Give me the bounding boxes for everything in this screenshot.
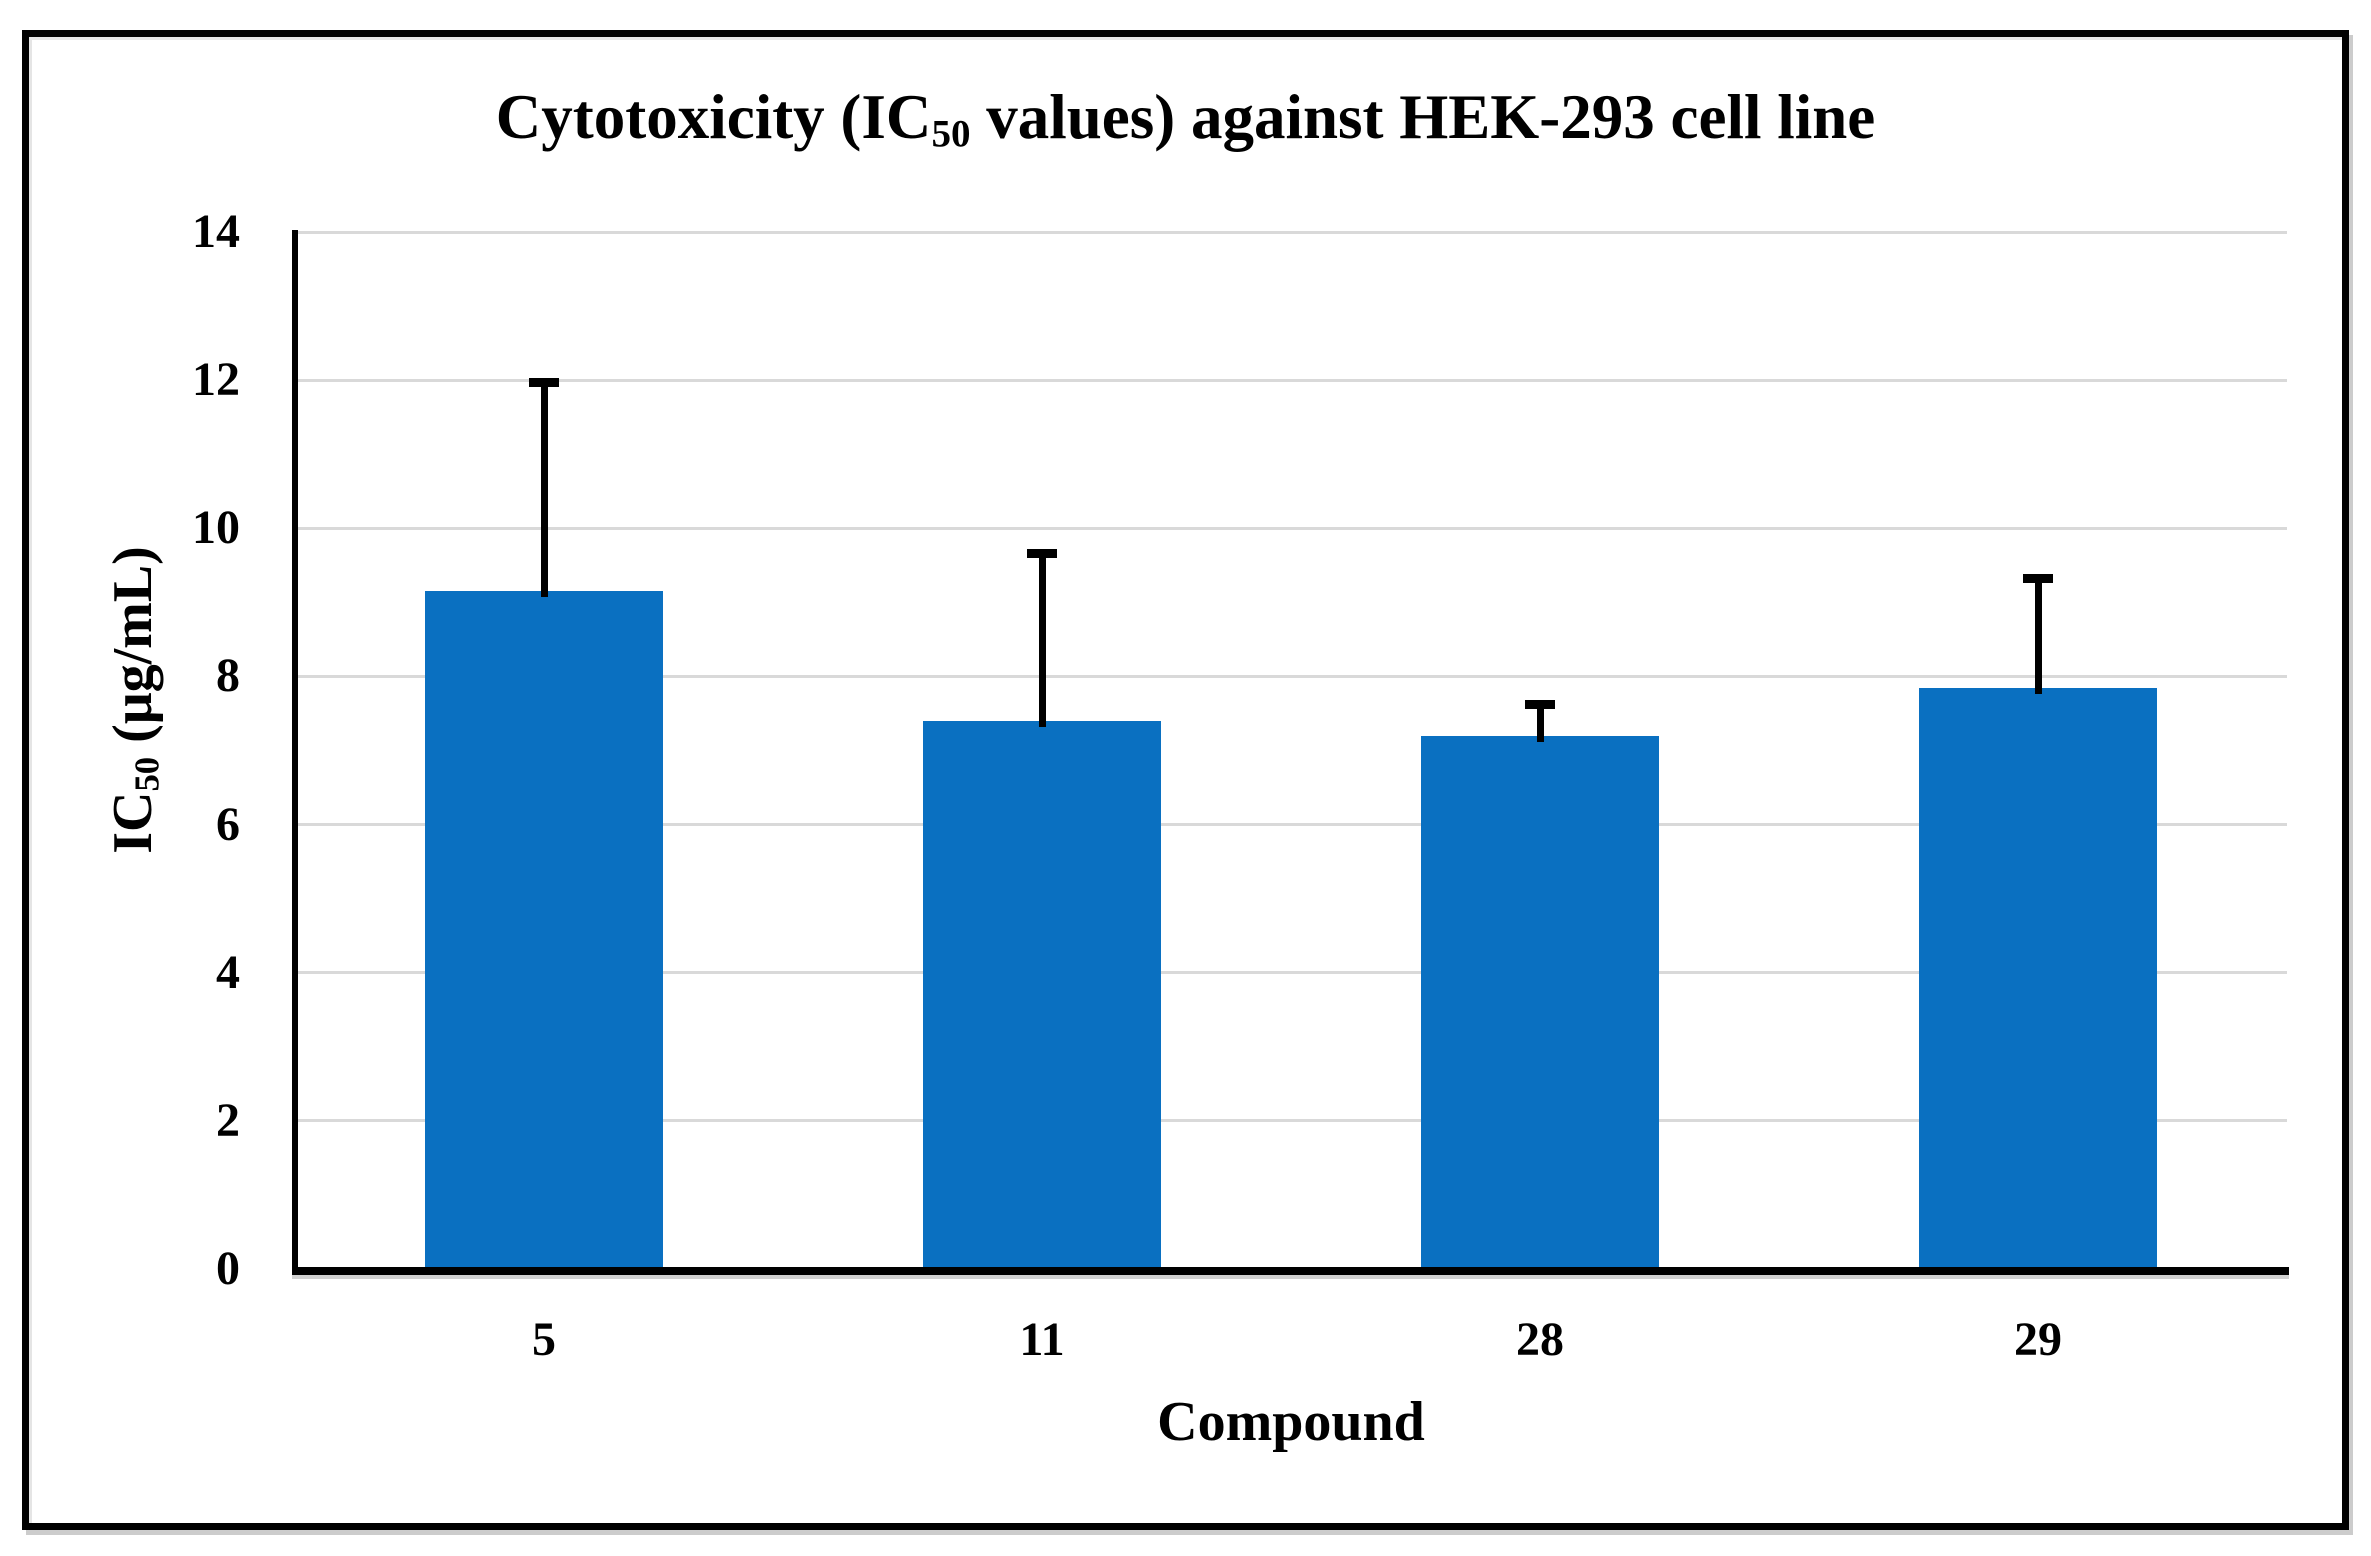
x-axis-line bbox=[292, 1267, 2289, 1275]
error-bar-cap-28 bbox=[1525, 700, 1555, 710]
bar-compound-28 bbox=[1421, 735, 1659, 1269]
gridline-y-8 bbox=[298, 674, 2287, 678]
x-axis-title: Compound bbox=[1157, 1391, 1425, 1453]
y-tick-label-6: 6 bbox=[216, 797, 240, 851]
x-tick-label-11: 11 bbox=[1019, 1313, 1065, 1366]
gridline-y-2 bbox=[298, 1119, 2287, 1123]
figure-border bbox=[22, 30, 2349, 1530]
chart-title-pre: Cytotoxicity (IC bbox=[495, 82, 932, 152]
x-tick-label-29: 29 bbox=[2014, 1313, 2062, 1366]
chart-title: Cytotoxicity (IC50 values) against HEK-2… bbox=[0, 82, 2371, 154]
error-bar-line-29 bbox=[2034, 578, 2042, 694]
error-bar-cap-29 bbox=[2023, 574, 2053, 584]
y-tick-label-0: 0 bbox=[216, 1242, 240, 1295]
error-bar-cap-11 bbox=[1027, 548, 1057, 558]
error-bar-line-28 bbox=[1536, 704, 1544, 742]
gridline-y-6 bbox=[298, 823, 2287, 827]
bar-compound-5 bbox=[425, 591, 663, 1269]
y-tick-label-2: 2 bbox=[216, 1093, 240, 1147]
gridline-y-4 bbox=[298, 971, 2287, 975]
plot-area: 0 2 4 6 8 10 12 14 5 11 28 29 bbox=[192, 208, 2289, 1366]
chart-title-subscript: 50 bbox=[931, 112, 971, 156]
y-axis-title-subscript: 50 bbox=[127, 756, 167, 792]
gridline-y-14 bbox=[298, 230, 2287, 234]
y-axis-line bbox=[292, 230, 298, 1272]
gridline-y-12 bbox=[298, 378, 2287, 382]
y-tick-label-14: 14 bbox=[192, 205, 240, 258]
bar-compound-29 bbox=[1919, 687, 2157, 1269]
gridline-y-10 bbox=[298, 526, 2287, 530]
x-tick-label-28: 28 bbox=[1516, 1313, 1564, 1366]
y-tick-label-10: 10 bbox=[192, 501, 240, 555]
chart-title-post: values) against HEK-293 cell line bbox=[970, 82, 1876, 152]
error-bar-line-5 bbox=[540, 382, 548, 598]
y-tick-label-8: 8 bbox=[216, 649, 240, 703]
y-tick-label-12: 12 bbox=[192, 353, 240, 407]
error-bar-line-11 bbox=[1038, 552, 1046, 727]
x-tick-label-5: 5 bbox=[532, 1313, 556, 1366]
error-bar-cap-5 bbox=[529, 378, 559, 388]
y-tick-label-4: 4 bbox=[216, 945, 240, 999]
bar-compound-11 bbox=[923, 720, 1161, 1269]
